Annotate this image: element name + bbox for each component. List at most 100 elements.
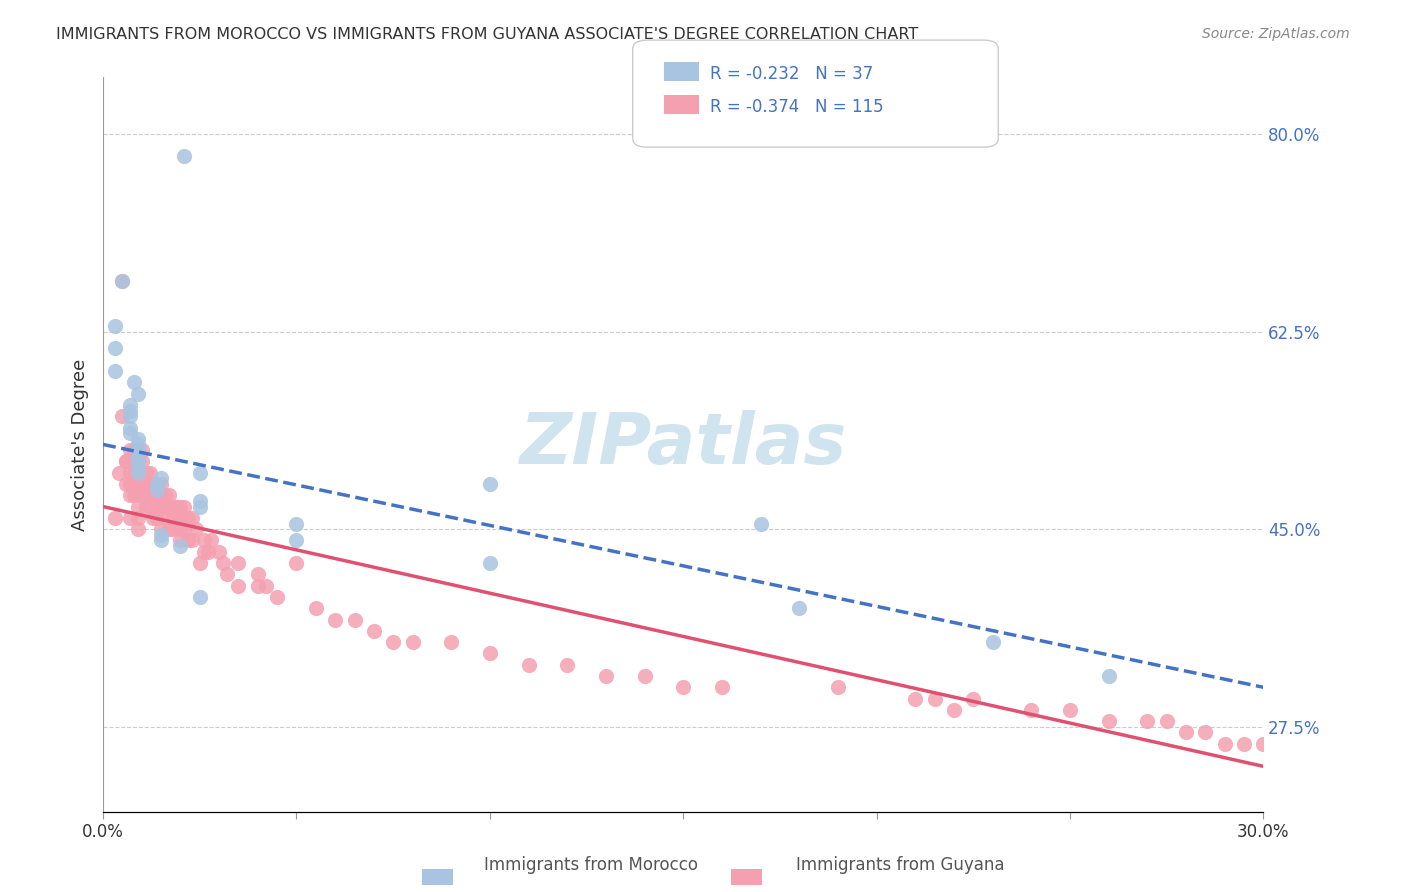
Immigrants from Morocco [169, 539, 191, 553]
Immigrants from Guyana [517, 657, 540, 672]
Immigrants from Morocco [150, 471, 173, 485]
Immigrants from Morocco [285, 533, 308, 548]
Immigrants from Guyana [173, 500, 195, 514]
Immigrants from Guyana [150, 500, 173, 514]
Immigrants from Guyana [111, 274, 134, 288]
Immigrants from Guyana [710, 681, 733, 695]
Immigrants from Guyana [363, 624, 385, 638]
Text: R = -0.232   N = 37: R = -0.232 N = 37 [710, 65, 873, 83]
Immigrants from Guyana [115, 454, 138, 468]
Y-axis label: Associate's Degree: Associate's Degree [72, 359, 89, 531]
Immigrants from Guyana [173, 522, 195, 536]
Immigrants from Morocco [478, 477, 501, 491]
Immigrants from Guyana [254, 579, 277, 593]
Immigrants from Guyana [138, 466, 160, 480]
Immigrants from Guyana [122, 454, 145, 468]
Immigrants from Guyana [177, 511, 200, 525]
Immigrants from Morocco [120, 426, 142, 441]
Immigrants from Guyana [343, 613, 366, 627]
Immigrants from Guyana [107, 466, 129, 480]
Immigrants from Guyana [142, 488, 165, 502]
Immigrants from Guyana [478, 647, 501, 661]
Immigrants from Guyana [169, 522, 191, 536]
Immigrants from Morocco [120, 409, 142, 424]
Immigrants from Guyana [1019, 703, 1042, 717]
Immigrants from Guyana [131, 454, 153, 468]
Immigrants from Guyana [169, 533, 191, 548]
Immigrants from Guyana [127, 511, 149, 525]
Text: IMMIGRANTS FROM MOROCCO VS IMMIGRANTS FROM GUYANA ASSOCIATE'S DEGREE CORRELATION: IMMIGRANTS FROM MOROCCO VS IMMIGRANTS FR… [56, 27, 918, 42]
Immigrants from Guyana [142, 511, 165, 525]
Immigrants from Guyana [169, 511, 191, 525]
Immigrants from Guyana [672, 681, 695, 695]
Immigrants from Guyana [122, 488, 145, 502]
Immigrants from Guyana [246, 567, 269, 582]
Immigrants from Guyana [555, 657, 578, 672]
Immigrants from Guyana [120, 511, 142, 525]
Immigrants from Morocco [127, 466, 149, 480]
Immigrants from Guyana [1213, 737, 1236, 751]
Immigrants from Guyana [127, 500, 149, 514]
Immigrants from Guyana [120, 466, 142, 480]
Immigrants from Guyana [166, 500, 188, 514]
Immigrants from Guyana [904, 691, 927, 706]
Immigrants from Guyana [285, 556, 308, 570]
Immigrants from Guyana [135, 466, 157, 480]
Immigrants from Guyana [115, 454, 138, 468]
Immigrants from Guyana [197, 545, 219, 559]
Immigrants from Guyana [122, 477, 145, 491]
Immigrants from Guyana [401, 635, 423, 649]
Immigrants from Morocco [749, 516, 772, 531]
Immigrants from Morocco [981, 635, 1004, 649]
Immigrants from Guyana [153, 488, 176, 502]
Immigrants from Guyana [127, 488, 149, 502]
Text: Immigrants from Morocco: Immigrants from Morocco [484, 856, 697, 874]
Immigrants from Morocco [188, 500, 211, 514]
Immigrants from Morocco [787, 601, 810, 615]
Immigrants from Guyana [208, 545, 231, 559]
Immigrants from Morocco [120, 398, 142, 412]
Immigrants from Morocco [150, 533, 173, 548]
Immigrants from Guyana [595, 669, 617, 683]
Immigrants from Guyana [166, 511, 188, 525]
Immigrants from Guyana [193, 545, 215, 559]
Immigrants from Guyana [150, 522, 173, 536]
Immigrants from Guyana [146, 488, 169, 502]
Immigrants from Guyana [228, 579, 250, 593]
Immigrants from Guyana [1136, 714, 1159, 728]
Immigrants from Guyana [127, 466, 149, 480]
Immigrants from Morocco [104, 342, 127, 356]
Immigrants from Morocco [146, 483, 169, 497]
Immigrants from Guyana [150, 488, 173, 502]
Immigrants from Guyana [138, 488, 160, 502]
Immigrants from Guyana [1291, 747, 1313, 762]
Immigrants from Morocco [188, 466, 211, 480]
Immigrants from Guyana [157, 488, 180, 502]
Immigrants from Guyana [169, 500, 191, 514]
Immigrants from Guyana [120, 477, 142, 491]
Immigrants from Guyana [215, 567, 238, 582]
Immigrants from Guyana [153, 500, 176, 514]
Immigrants from Guyana [111, 409, 134, 424]
Immigrants from Guyana [122, 443, 145, 458]
Immigrants from Guyana [146, 511, 169, 525]
Immigrants from Guyana [115, 477, 138, 491]
Immigrants from Guyana [200, 533, 222, 548]
Immigrants from Guyana [188, 556, 211, 570]
Immigrants from Guyana [323, 613, 346, 627]
Immigrants from Guyana [177, 533, 200, 548]
Immigrants from Guyana [266, 590, 288, 604]
Immigrants from Morocco [188, 494, 211, 508]
Immigrants from Guyana [162, 500, 184, 514]
Text: Immigrants from Guyana: Immigrants from Guyana [796, 856, 1004, 874]
Immigrants from Morocco [146, 477, 169, 491]
Immigrants from Guyana [120, 488, 142, 502]
Immigrants from Guyana [1175, 725, 1198, 739]
Immigrants from Guyana [104, 511, 127, 525]
Immigrants from Guyana [138, 500, 160, 514]
Immigrants from Guyana [135, 500, 157, 514]
Immigrants from Guyana [1310, 747, 1333, 762]
Immigrants from Morocco [150, 528, 173, 542]
Immigrants from Guyana [184, 522, 207, 536]
Immigrants from Morocco [104, 364, 127, 378]
